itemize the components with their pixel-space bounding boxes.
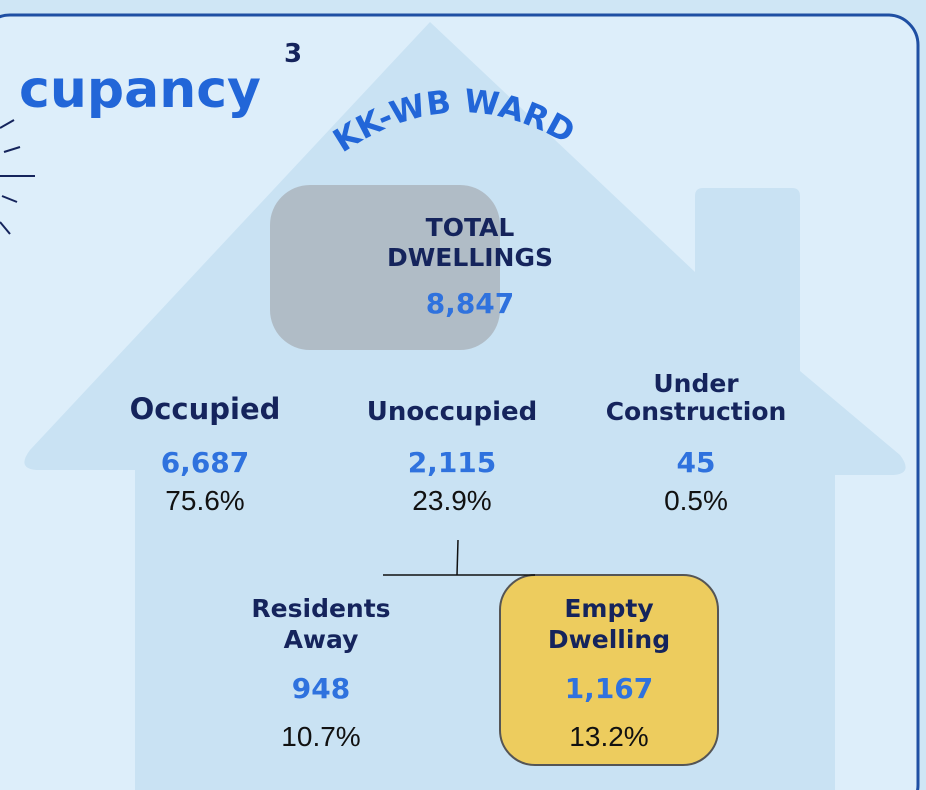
group-label: Occupied (130, 392, 281, 426)
breakdown-value: 1,167 (565, 672, 654, 705)
connector (456, 539, 459, 576)
group-label: Unoccupied (367, 397, 538, 427)
group-percent: 23.9% (412, 485, 491, 516)
breakdown-label: Empty Dwelling (548, 594, 670, 654)
breakdown-percent: 13.2% (569, 721, 648, 752)
total-box (270, 185, 500, 350)
group-value: 45 (677, 446, 716, 479)
breakdown-value: 948 (292, 672, 350, 705)
breakdown-label: Residents Away (251, 594, 390, 654)
total-label: TOTAL DWELLINGS (387, 213, 553, 272)
group-label: Under Construction (606, 369, 787, 426)
group-percent: 75.6% (165, 485, 244, 516)
superscript: 3 (284, 39, 302, 69)
title: cupancy (19, 60, 261, 120)
group-value: 2,115 (408, 446, 497, 479)
empty-box (499, 574, 719, 766)
burst (0, 119, 35, 235)
group-value: 6,687 (161, 446, 250, 479)
group-percent: 0.5% (664, 485, 728, 516)
total-value: 8,847 (426, 287, 515, 320)
breakdown-percent: 10.7% (281, 721, 360, 752)
